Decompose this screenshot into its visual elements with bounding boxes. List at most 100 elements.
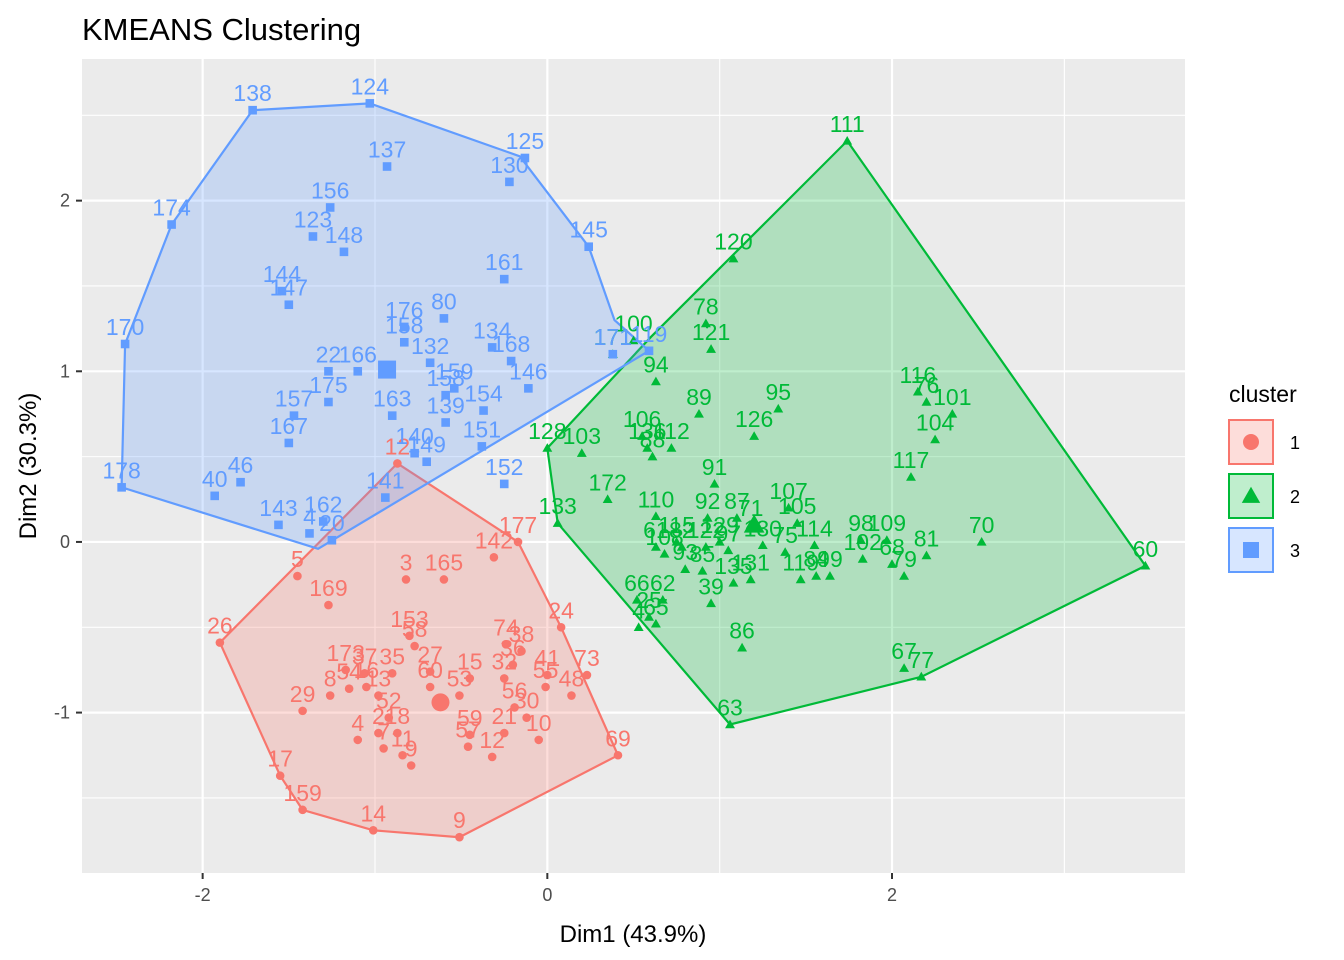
cluster-2-point (857, 554, 868, 563)
point-label: 119 (631, 321, 668, 347)
point-label: 117 (893, 447, 930, 473)
point-label: 141 (366, 468, 404, 494)
point-label: 92 (695, 488, 721, 514)
point-label: 86 (729, 618, 755, 644)
x-axis-ticks: -2 0 2 (195, 873, 897, 905)
cluster-2-point (542, 443, 553, 452)
point-label: 88 (640, 427, 666, 453)
point-label: 100 (614, 311, 652, 337)
cluster-3-point (439, 314, 449, 323)
cluster-1-point (543, 670, 552, 680)
point-label: 36 (500, 635, 526, 661)
point-label: 178 (102, 457, 140, 483)
point-label: 95 (765, 379, 791, 405)
point-label: 16 (354, 657, 380, 683)
point-label: 10 (526, 710, 552, 736)
point-label: 120 (714, 229, 752, 255)
cluster-centroids (378, 360, 765, 712)
cluster-2-point (773, 403, 784, 413)
y-tick-label: -1 (54, 703, 70, 723)
cluster-2-point (912, 386, 923, 396)
cluster-1-point (487, 752, 497, 762)
point-label: 140 (395, 423, 433, 449)
cluster-2-point (576, 448, 587, 457)
point-label: 60 (417, 657, 443, 683)
point-label: 89 (686, 384, 712, 410)
point-label: 103 (563, 423, 601, 449)
cluster-3-point (325, 203, 335, 212)
cluster-2-point (725, 719, 735, 729)
point-label: 137 (368, 137, 406, 163)
cluster-3-point (425, 358, 435, 368)
cluster-1-point (353, 735, 363, 745)
point-label: 76 (914, 372, 940, 398)
point-label: 139 (426, 392, 464, 418)
cluster-1-centroid (431, 693, 450, 712)
point-label: 71 (738, 495, 764, 521)
point-label: 109 (868, 510, 906, 536)
cluster-1-point (463, 742, 473, 752)
cluster-2-point (706, 344, 716, 353)
cluster-1-point (393, 728, 402, 738)
point-label: 116 (900, 362, 937, 388)
point-label: 99 (817, 546, 843, 572)
point-label: 163 (373, 386, 411, 412)
cluster-2-point (825, 571, 835, 580)
cluster-2-point (887, 559, 897, 568)
cluster-3-point (381, 493, 390, 502)
point-label: 107 (769, 478, 807, 504)
y-axis-ticks: -1 0 1 2 (54, 191, 82, 723)
cluster-2-point (1140, 560, 1151, 570)
legend: cluster 1 2 3 (1228, 381, 1300, 573)
cluster-2-point (811, 571, 822, 580)
point-label: 62 (650, 570, 676, 596)
cluster-2-point (783, 502, 794, 512)
point-label: 115 (658, 512, 695, 538)
cluster-1-point (455, 691, 464, 700)
point-label: 9 (405, 735, 418, 761)
point-label: 125 (506, 128, 544, 154)
legend-title: cluster (1229, 381, 1297, 407)
point-label: 135 (714, 553, 752, 579)
point-label: 149 (408, 432, 446, 458)
cluster-3-point (505, 177, 514, 187)
cluster-1-point (510, 703, 519, 712)
cluster-1-point (501, 640, 511, 649)
cluster-3-point (308, 232, 318, 241)
point-label: 9 (453, 807, 466, 833)
point-label: 32 (491, 648, 517, 674)
point-label: 170 (106, 314, 144, 340)
legend-label-2: 2 (1290, 487, 1300, 507)
cluster-3-point (382, 162, 392, 171)
point-label: 4 (632, 597, 645, 623)
cluster-2-point (723, 545, 734, 555)
legend-key-3 (1228, 527, 1274, 573)
point-label: 66 (624, 570, 650, 596)
cluster-1-point (293, 571, 302, 581)
cluster-3-point (499, 479, 509, 489)
cluster-2-point (728, 577, 739, 587)
minor-gridlines (82, 59, 1185, 873)
point-label: 173 (326, 640, 364, 666)
cluster-2-point (749, 431, 760, 440)
cluster-3-point (422, 457, 431, 467)
cluster-hulls (120, 102, 1148, 839)
major-gridlines (82, 59, 1185, 873)
cluster-3-point (399, 322, 409, 332)
point-label: 63 (717, 695, 743, 721)
point-label: 61 (643, 517, 669, 543)
point-label: 175 (309, 372, 347, 398)
point-label: 18 (385, 703, 411, 729)
point-label: 8 (324, 666, 337, 692)
cluster-1-point (393, 459, 402, 468)
y-tick-label: 2 (60, 191, 70, 211)
point-label: 176 (385, 297, 423, 323)
point-label: 35 (379, 643, 405, 669)
cluster-2-point (694, 409, 704, 418)
cluster-1-point (360, 669, 369, 678)
cluster-2-point (809, 540, 820, 550)
x-axis-title: Dim1 (43.9%) (560, 921, 707, 948)
point-label: 166 (339, 341, 377, 367)
cluster-2-point (632, 595, 642, 604)
